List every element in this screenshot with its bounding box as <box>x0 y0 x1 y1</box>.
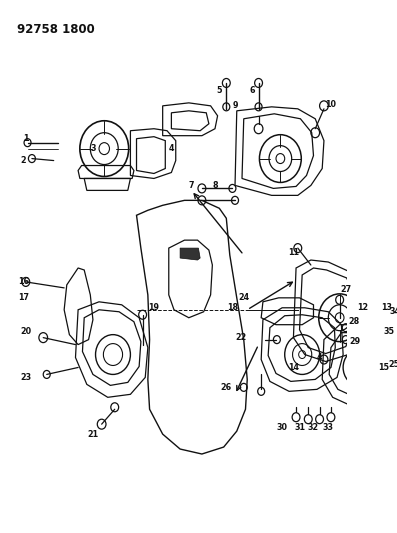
Polygon shape <box>180 248 200 260</box>
Text: 8: 8 <box>212 181 218 190</box>
Text: 27: 27 <box>340 285 351 294</box>
Text: 10: 10 <box>326 100 336 109</box>
Text: 29: 29 <box>349 337 360 346</box>
Text: 3: 3 <box>90 144 96 153</box>
Text: 21: 21 <box>87 430 98 439</box>
Text: 92758 1800: 92758 1800 <box>17 23 95 36</box>
Text: 35: 35 <box>384 327 395 336</box>
Text: 13: 13 <box>381 303 392 312</box>
Text: 18: 18 <box>227 303 238 312</box>
Text: 24: 24 <box>238 293 249 302</box>
Text: 19: 19 <box>148 303 160 312</box>
Text: 30: 30 <box>277 423 287 432</box>
Text: 4: 4 <box>169 144 174 153</box>
Text: 5: 5 <box>217 86 222 95</box>
Text: 17: 17 <box>18 293 29 302</box>
Text: 32: 32 <box>308 423 319 432</box>
Text: 9: 9 <box>232 101 238 110</box>
Text: 22: 22 <box>235 333 247 342</box>
Text: 4: 4 <box>317 353 322 362</box>
Text: 23: 23 <box>20 373 31 382</box>
Text: 33: 33 <box>323 423 334 432</box>
Text: 20: 20 <box>20 327 31 336</box>
Text: 25: 25 <box>388 360 397 369</box>
Text: 26: 26 <box>221 383 232 392</box>
Text: 31: 31 <box>294 423 305 432</box>
Text: 11: 11 <box>288 247 299 256</box>
Text: 16: 16 <box>18 277 29 286</box>
Text: 28: 28 <box>349 317 360 326</box>
Text: 34: 34 <box>390 307 397 316</box>
Text: 7: 7 <box>189 181 194 190</box>
Text: 15: 15 <box>378 363 389 372</box>
Text: 6: 6 <box>250 86 255 95</box>
Text: 14: 14 <box>288 363 299 372</box>
Text: 12: 12 <box>358 303 369 312</box>
Text: 2: 2 <box>20 156 26 165</box>
Text: 1: 1 <box>23 134 29 143</box>
